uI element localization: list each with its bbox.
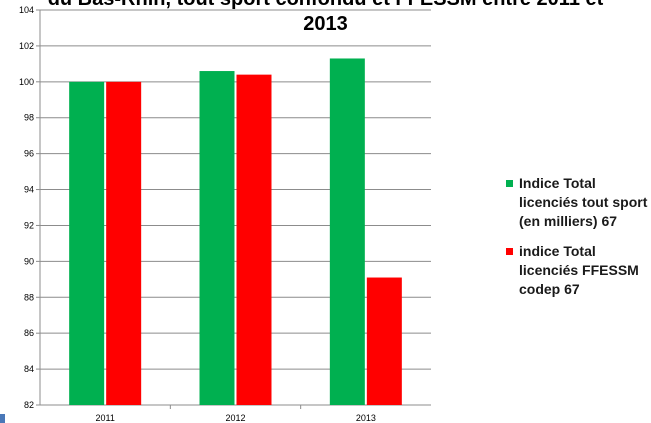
y-tick-label: 96 [24,149,34,159]
legend-item-series-2: indice Total licenciés FFESSM codep 67 [506,242,651,299]
bar-series-2-2013 [366,277,402,405]
bars [69,58,402,406]
y-tick-label: 100 [19,77,34,87]
x-tick-label: 2012 [225,413,245,423]
tick-labels: 82 84 86 88 90 92 94 96 98 100 102 104 2011 2012 2013 [19,5,376,423]
y-tick-label: 94 [24,185,34,195]
legend-item-series-1: Indice Total licenciés tout sport (en mi… [506,174,651,231]
chart-title-line-1: du Bas-Rhin, tout sport confondu et FFES… [0,0,651,11]
bar-series-2-2011 [106,81,142,406]
gridlines [40,9,431,406]
y-tick-label: 88 [24,292,34,302]
bar-series-2-2012 [236,74,272,406]
axes [36,9,431,409]
y-tick-label: 104 [19,5,34,15]
legend-label-series-1: Indice Total licenciés tout sport (en mi… [519,175,648,229]
legend: Indice Total licenciés tout sport (en mi… [506,174,651,310]
legend-swatch-series-2 [506,248,513,255]
corner-decoration [0,414,5,423]
bar-series-1-2012 [199,71,235,405]
y-tick-label: 86 [24,328,34,338]
y-tick-label: 98 [24,113,34,123]
y-tick-label: 92 [24,220,34,230]
y-tick-label: 84 [24,364,34,374]
x-tick-label: 2013 [356,413,376,423]
bar-series-1-2011 [69,81,105,406]
y-tick-label: 90 [24,256,34,266]
chart-title-line-2: 2013 [303,13,348,35]
bar-series-1-2013 [329,58,365,406]
legend-label-series-2: indice Total licenciés FFESSM codep 67 [519,243,639,297]
y-tick-label: 82 [24,400,34,410]
y-tick-label: 102 [19,41,34,51]
x-tick-label: 2011 [95,413,114,423]
legend-swatch-series-1 [506,180,513,187]
